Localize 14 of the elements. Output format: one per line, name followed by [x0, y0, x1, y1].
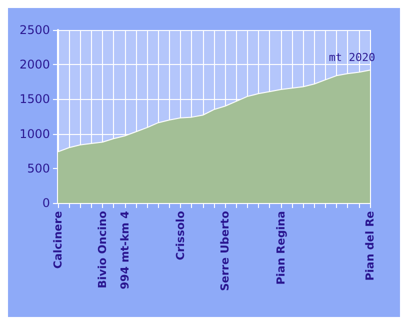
x-tick-label: Bivio Oncino: [96, 210, 110, 288]
y-tick-label: 0: [42, 196, 50, 210]
y-tick-label: 1500: [19, 92, 50, 106]
y-tick-label: 1000: [19, 126, 50, 141]
x-tick-label: Calcinere: [52, 211, 64, 269]
y-tick-label: 2500: [19, 23, 50, 37]
x-tick-label: Pian del Re: [364, 211, 376, 281]
annotation: mt 2020: [328, 51, 376, 64]
x-tick-label: Crissolo: [174, 210, 188, 260]
x-tick-label: Serre Uberto: [218, 210, 232, 292]
x-tick-label: 994 mt-km 4: [118, 210, 132, 290]
x-tick-label: Pian Regina: [274, 211, 288, 285]
y-tick-label: 2000: [19, 58, 50, 72]
y-tick-label: 500: [27, 161, 50, 176]
